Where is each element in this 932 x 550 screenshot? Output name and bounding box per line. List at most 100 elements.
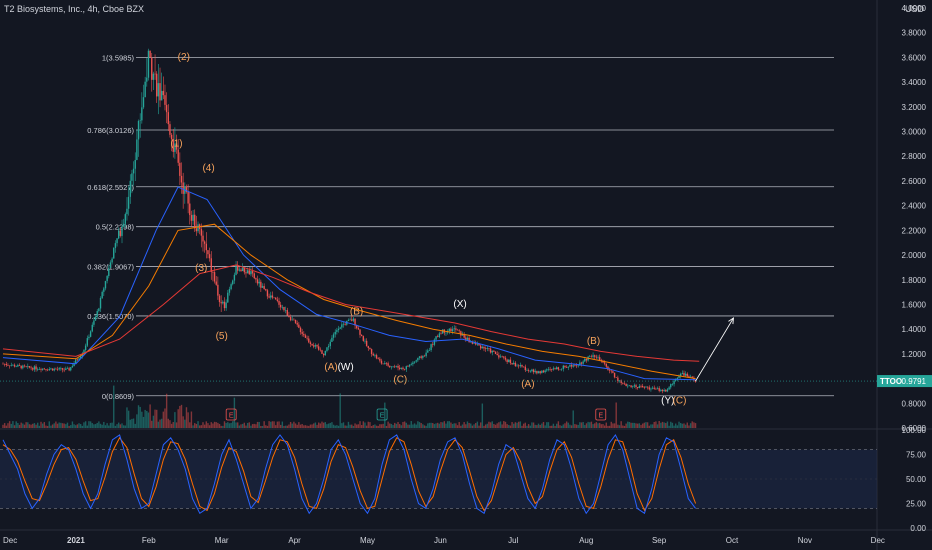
stoch-d-line	[2, 436, 697, 512]
candle-body-97	[162, 90, 165, 96]
volume-bar-173	[288, 424, 290, 428]
candle-body-32	[55, 368, 57, 370]
candle-body-342	[567, 366, 569, 368]
candle-body-355	[589, 356, 591, 358]
volume-bar-102	[170, 423, 173, 428]
candle-body-256	[425, 352, 427, 357]
candle-body-60	[101, 291, 103, 299]
candle-body-92	[154, 73, 156, 75]
volume-bar-34	[58, 422, 60, 428]
candle-body-0	[2, 363, 4, 365]
candle-body-36	[61, 368, 64, 370]
volume-bar-63	[106, 423, 108, 428]
volume-bar-243	[403, 421, 406, 428]
volume-bar-279	[463, 422, 465, 428]
stochastic-pane	[0, 433, 877, 515]
volume-bar-264	[438, 423, 441, 428]
volume-bar-4	[8, 421, 11, 428]
candle-body-142	[237, 265, 239, 271]
candle-body-302	[501, 356, 503, 358]
candle-body-259	[430, 344, 432, 351]
volume-bar-70	[118, 422, 120, 428]
volume-bar-200	[332, 424, 335, 428]
volume-bar-406	[673, 425, 675, 428]
fib-label-5: 0.236(1.5070)	[87, 312, 134, 321]
candle-body-143	[238, 269, 241, 271]
candle-body-166	[276, 299, 279, 301]
volume-bar-162	[270, 421, 272, 428]
volume-bar-275	[456, 425, 459, 428]
candle-body-9	[17, 364, 19, 367]
candle-body-69	[116, 238, 118, 244]
volume-bar-309	[513, 423, 515, 428]
volume-bar-172	[286, 425, 288, 428]
volume-bar-105	[175, 422, 178, 428]
volume-bar-284	[471, 425, 474, 428]
volume-bar-298	[494, 424, 497, 428]
time-tick-label-5: May	[360, 536, 375, 545]
volume-bar-349	[579, 422, 581, 428]
candle-body-320	[531, 369, 533, 372]
candle-body-373	[618, 380, 621, 382]
candle-body-376	[623, 383, 626, 385]
candle-body-156	[260, 281, 262, 288]
volume-bar-364	[603, 425, 606, 428]
volume-bar-122	[203, 424, 206, 428]
candle-body-174	[289, 317, 292, 321]
volume-bar-197	[327, 423, 330, 428]
candle-body-13	[23, 365, 26, 367]
candle-body-351	[582, 361, 584, 364]
candle-body-22	[38, 369, 41, 370]
candle-body-179	[298, 324, 300, 328]
candle-body-394	[653, 387, 655, 389]
volume-bar-381	[632, 422, 634, 428]
candle-body-51	[86, 338, 88, 346]
candle-body-247	[410, 364, 412, 365]
volume-bar-136	[227, 422, 229, 428]
earnings-label-0: E	[229, 413, 234, 420]
candle-body-389	[645, 386, 647, 388]
volume-bar-270	[448, 421, 450, 428]
candle-body-375	[622, 382, 624, 384]
candle-body-46	[78, 358, 80, 360]
volume-bar-410	[679, 423, 682, 428]
price-tick-label-6: 2.8000	[902, 152, 927, 161]
candle-body-297	[493, 350, 495, 352]
candle-body-195	[324, 350, 327, 356]
volume-bar-370	[613, 423, 616, 428]
volume-bar-217	[360, 424, 363, 428]
time-tick-label-6: Jun	[434, 536, 447, 545]
volume-bar-108	[180, 404, 183, 428]
candle-body-107	[179, 162, 181, 176]
volume-bar-131	[218, 423, 221, 428]
candle-body-314	[521, 365, 523, 367]
wave-label-13: (C)	[673, 395, 687, 406]
volume-bar-418	[693, 422, 695, 428]
price-tick-label-11: 1.8000	[902, 276, 927, 285]
candle-body-304	[504, 357, 507, 360]
candle-body-200	[332, 334, 335, 338]
candle-body-122	[203, 241, 206, 244]
candle-body-128	[213, 272, 216, 282]
price-tick-label-4: 3.2000	[902, 103, 927, 112]
candle-body-268	[445, 332, 447, 334]
volume-bar-74	[124, 425, 127, 428]
volume-bar-350	[580, 422, 583, 428]
volume-bar-222	[369, 422, 371, 428]
wave-label-3: (4)	[202, 163, 214, 174]
time-tick-label-3: Mar	[215, 536, 229, 545]
volume-bar-351	[582, 422, 584, 428]
volume-bar-32	[55, 421, 57, 428]
candle-body-123	[205, 243, 208, 251]
candle-body-396	[656, 388, 659, 389]
candle-body-364	[603, 362, 606, 364]
volume-bar-84	[141, 411, 143, 428]
volume-bar-296	[491, 421, 493, 428]
candle-body-188	[313, 345, 315, 347]
volume-bar-28	[48, 421, 50, 428]
volume-bar-299	[496, 423, 498, 428]
candle-body-71	[119, 230, 122, 236]
volume-bar-5	[10, 423, 12, 428]
volume-bar-176	[293, 421, 295, 428]
candle-body-160	[266, 290, 269, 297]
